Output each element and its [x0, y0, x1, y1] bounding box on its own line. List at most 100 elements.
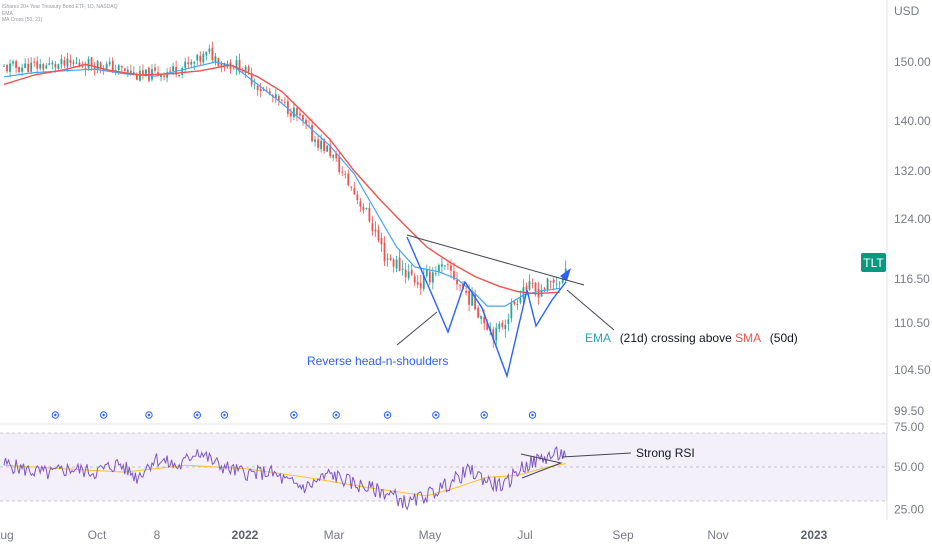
- candle: [39, 59, 42, 71]
- candle: [60, 54, 63, 69]
- candle: [401, 260, 404, 276]
- candle: [208, 44, 211, 54]
- candle: [416, 275, 419, 289]
- candle: [57, 63, 60, 72]
- candle: [365, 207, 368, 211]
- candle: [437, 263, 440, 277]
- candle: [24, 58, 27, 69]
- candle: [531, 278, 534, 289]
- cross-pointer: [566, 289, 615, 331]
- time-tick: Aug: [0, 528, 14, 542]
- event-marker[interactable]: [383, 411, 392, 419]
- candle: [187, 56, 190, 70]
- rsi-line: [3, 445, 567, 511]
- pattern-pointer: [396, 311, 438, 346]
- candle: [398, 249, 401, 272]
- candle: [135, 72, 138, 81]
- candle: [126, 66, 129, 78]
- candle: [75, 57, 78, 64]
- candle: [528, 274, 531, 291]
- legend-ema: EMA: [2, 11, 14, 17]
- candle: [447, 260, 449, 270]
- time-tick: Nov: [707, 528, 728, 542]
- event-markers: [51, 411, 537, 419]
- rsi-triangle: [520, 453, 563, 479]
- candle: [30, 57, 33, 75]
- candle: [326, 145, 329, 152]
- candle: [293, 101, 295, 121]
- candle: [211, 41, 214, 63]
- candle: [543, 287, 546, 293]
- candle: [33, 57, 36, 68]
- event-marker[interactable]: [528, 411, 537, 419]
- candle: [18, 66, 20, 75]
- candle: [428, 266, 431, 286]
- candle: [353, 181, 356, 195]
- candle: [120, 65, 123, 73]
- candle: [259, 82, 262, 98]
- symbol-badge-text: TLT: [863, 256, 884, 270]
- chart-title: iShares 20+ Year Treasury Bond ETF, 1D, …: [2, 4, 118, 10]
- candle: [395, 255, 398, 273]
- head-shoulders-pattern: [406, 236, 567, 379]
- symbol-badge: [861, 253, 886, 272]
- rsi-axis[interactable]: 75.00 50.00 25.00: [894, 420, 924, 517]
- candle: [498, 321, 501, 333]
- time-axis[interactable]: Aug Oct 8 2022 Mar May Jul Sep Nov 2023: [0, 528, 828, 542]
- candle: [383, 236, 386, 267]
- candle: [205, 51, 208, 61]
- candle: [108, 57, 111, 67]
- event-marker[interactable]: [99, 411, 108, 419]
- candle: [63, 56, 66, 69]
- candle: [36, 56, 39, 74]
- candle: [407, 264, 410, 281]
- candle: [347, 169, 350, 187]
- candle: [48, 57, 51, 66]
- candle: [123, 67, 126, 72]
- candle: [42, 62, 45, 73]
- pattern-arrowhead: [560, 268, 571, 281]
- event-marker[interactable]: [432, 411, 440, 419]
- candlestick-series: [3, 41, 567, 348]
- candle: [229, 59, 232, 74]
- candle: [166, 68, 168, 83]
- candle: [27, 58, 30, 73]
- candle: [15, 59, 17, 74]
- crossover-text: (21d) crossing above: [620, 331, 732, 345]
- candle: [344, 170, 347, 179]
- candle: [507, 313, 510, 332]
- candle: [480, 315, 483, 325]
- event-marker[interactable]: [193, 411, 201, 419]
- candle: [374, 221, 377, 237]
- candle: [12, 59, 14, 67]
- candle: [504, 319, 507, 338]
- event-marker[interactable]: [332, 411, 340, 419]
- candle: [256, 83, 259, 96]
- event-marker[interactable]: [480, 411, 488, 419]
- price-tick: 104.50: [894, 363, 931, 377]
- event-marker[interactable]: [220, 411, 229, 419]
- price-axis[interactable]: 150.00 140.00 132.00 124.00 116.50 110.50 104.…: [894, 55, 931, 418]
- crossover-ema: EMA: [585, 331, 611, 345]
- candle: [296, 107, 298, 122]
- ema-21d-line: [3, 61, 560, 307]
- price-tick: 124.00: [894, 212, 931, 226]
- event-marker[interactable]: [290, 411, 298, 419]
- rsi-label: Strong RSI: [636, 446, 695, 460]
- candle: [154, 63, 156, 73]
- candle: [184, 57, 187, 74]
- candle: [404, 262, 407, 284]
- candle: [178, 74, 181, 78]
- candle: [199, 51, 202, 66]
- candle: [302, 114, 304, 126]
- event-marker[interactable]: [51, 411, 60, 419]
- price-tick: 110.50: [894, 316, 930, 330]
- event-marker[interactable]: [145, 411, 153, 419]
- candle: [51, 60, 54, 70]
- candle: [377, 224, 380, 243]
- candle: [350, 186, 353, 191]
- candle: [90, 56, 93, 71]
- currency-label: USD: [894, 4, 920, 18]
- candle: [380, 232, 383, 252]
